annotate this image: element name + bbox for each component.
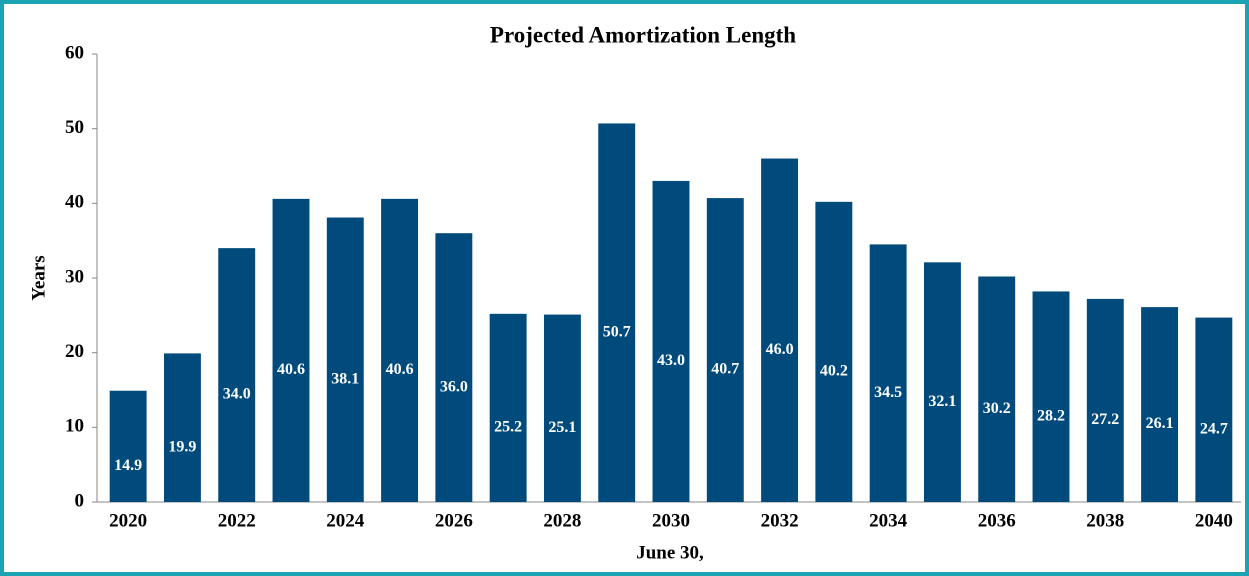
x-tick-label: 2036 <box>978 510 1016 531</box>
bar <box>1032 291 1070 502</box>
bar <box>1086 298 1124 502</box>
value-label: 27.2 <box>1091 411 1119 428</box>
value-label: 34.5 <box>874 384 902 401</box>
value-label: 24.7 <box>1200 420 1228 437</box>
bar <box>381 198 419 502</box>
value-label: 38.1 <box>331 370 359 387</box>
chart-title: Projected Amortization Length <box>490 22 796 47</box>
y-tick-label: 0 <box>75 490 85 511</box>
value-label: 28.2 <box>1037 407 1065 424</box>
bar <box>109 390 147 502</box>
bar <box>489 313 527 502</box>
value-label: 40.7 <box>711 361 739 378</box>
bar <box>923 262 961 502</box>
y-axis-label: Years <box>28 255 49 300</box>
bar <box>978 276 1016 502</box>
value-label: 36.0 <box>440 378 468 395</box>
bar <box>869 244 907 502</box>
value-label: 19.9 <box>168 438 196 455</box>
x-tick-label: 2028 <box>543 510 581 531</box>
bar <box>435 233 473 502</box>
bar <box>598 123 636 502</box>
y-tick-label: 20 <box>65 341 84 362</box>
y-tick-label: 50 <box>65 117 84 138</box>
bar <box>326 217 364 502</box>
bar <box>1195 317 1233 502</box>
bar <box>706 198 744 502</box>
y-tick-label: 30 <box>65 266 84 287</box>
value-label: 34.0 <box>223 386 251 403</box>
x-tick-label: 2026 <box>435 510 473 531</box>
value-label: 32.1 <box>928 393 956 410</box>
value-label: 40.6 <box>277 361 305 378</box>
x-axis-label: June 30, <box>636 542 704 563</box>
x-tick-label: 2040 <box>1195 510 1233 531</box>
value-label: 46.0 <box>766 341 794 358</box>
value-label: 30.2 <box>983 400 1011 417</box>
value-label: 25.1 <box>548 419 576 436</box>
y-tick-label: 40 <box>65 192 84 213</box>
value-label: 43.0 <box>657 352 685 369</box>
y-tick-label: 10 <box>65 416 84 437</box>
value-label: 14.9 <box>114 457 142 474</box>
value-label: 25.2 <box>494 419 522 436</box>
x-tick-label: 2034 <box>869 510 908 531</box>
x-tick-label: 2020 <box>109 510 147 531</box>
x-tick-label: 2024 <box>326 510 365 531</box>
value-label: 40.6 <box>386 361 414 378</box>
bar <box>163 353 201 502</box>
bar <box>761 158 799 503</box>
x-tick-label: 2030 <box>652 510 690 531</box>
bar <box>1141 307 1179 502</box>
bar <box>272 198 310 502</box>
bar <box>652 180 690 502</box>
x-tick-label: 2038 <box>1086 510 1124 531</box>
x-tick-label: 2032 <box>761 510 799 531</box>
bar <box>218 248 256 502</box>
value-label: 50.7 <box>603 323 631 340</box>
bar <box>543 314 581 502</box>
value-label: 40.2 <box>820 363 848 380</box>
y-tick-label: 60 <box>65 42 84 63</box>
bar <box>815 201 853 502</box>
value-label: 26.1 <box>1146 415 1174 432</box>
x-tick-label: 2022 <box>218 510 256 531</box>
